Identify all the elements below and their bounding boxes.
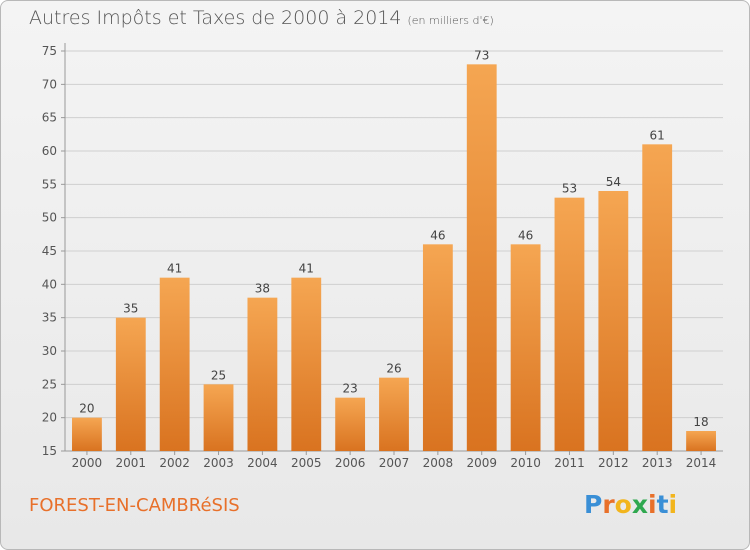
x-tick-label: 2011 (554, 456, 585, 470)
data-label-2012: 54 (606, 175, 621, 189)
x-tick-label: 2009 (466, 456, 497, 470)
y-tick-label: 40 (42, 277, 57, 291)
logo-letter: i (668, 490, 678, 519)
y-tick-label: 75 (42, 44, 57, 58)
logo-letter: t (656, 490, 669, 519)
bar-2001 (115, 317, 146, 451)
y-tick-label: 65 (42, 111, 57, 125)
data-labels: 20 35 41 25 38 41 23 26 46 73 46 53 54 61 18 (79, 48, 708, 429)
data-label-2004: 38 (255, 282, 270, 296)
data-label-2001: 35 (123, 302, 138, 316)
bar-2002 (159, 277, 190, 451)
bars (72, 64, 716, 452)
bar-2014 (686, 431, 716, 451)
x-tick-label: 2005 (291, 456, 322, 470)
bar-2007 (379, 377, 409, 451)
x-tick-label: 2013 (642, 456, 673, 470)
data-label-2010: 46 (518, 228, 533, 242)
bar-2013 (642, 144, 673, 452)
data-label-2003: 25 (211, 368, 226, 382)
data-label-2009: 73 (474, 48, 489, 62)
chart-title-text: Autres Impôts et Taxes de 2000 à 2014 (29, 7, 402, 29)
data-label-2014: 18 (693, 415, 708, 429)
commune-name: FOREST-EN-CAMBRéSIS (29, 495, 240, 516)
y-tick-label: 20 (42, 411, 57, 425)
x-tick-label: 2003 (203, 456, 234, 470)
logo-letter: i (648, 490, 657, 519)
x-tick-label: 2006 (335, 456, 366, 470)
y-tick-label: 30 (42, 344, 57, 358)
x-tick-label: 2007 (379, 456, 410, 470)
data-label-2013: 61 (650, 128, 665, 142)
logo-letter: r (602, 490, 615, 519)
bar-2006 (335, 397, 366, 451)
y-tick-label: 60 (42, 144, 57, 158)
data-label-2011: 53 (562, 182, 577, 196)
x-tick-label: 2000 (72, 456, 103, 470)
data-label-2002: 41 (167, 262, 182, 276)
bar-2011 (554, 197, 585, 451)
bar-2009 (466, 64, 497, 452)
data-label-2007: 26 (386, 362, 401, 376)
data-label-2008: 46 (430, 228, 445, 242)
data-label-2006: 23 (342, 382, 357, 396)
bar-2005 (291, 277, 322, 451)
y-tick-label: 45 (42, 244, 57, 258)
x-tick-label: 2004 (247, 456, 278, 470)
x-tick-label: 2010 (510, 456, 541, 470)
x-tick-label: 2014 (686, 456, 717, 470)
x-tick-label: 2001 (116, 456, 147, 470)
y-tick-label: 70 (42, 77, 57, 91)
bar-2004 (247, 297, 278, 451)
y-tick-label: 15 (42, 444, 57, 458)
x-tick-label: 2002 (159, 456, 190, 470)
axes: 15 20 25 30 35 40 45 50 55 60 65 70 75 2000 2001 2002 20… (42, 43, 723, 470)
y-tick-label: 55 (42, 177, 57, 191)
y-tick-label: 35 (42, 311, 57, 325)
data-label-2005: 41 (299, 262, 314, 276)
bar-2000 (72, 417, 102, 451)
bar-2003 (203, 384, 234, 451)
bar-2008 (422, 244, 453, 451)
logo-letter: o (614, 490, 632, 519)
x-tick-label: 2012 (598, 456, 629, 470)
x-tick-label: 2008 (423, 456, 454, 470)
logo-letter: P (584, 490, 603, 519)
proxiti-logo: Proxiti (584, 490, 677, 519)
chart-subtitle: (en milliers d'€) (407, 14, 494, 27)
logo-letter: x (631, 490, 648, 519)
chart-title: Autres Impôts et Taxes de 2000 à 2014 (en… (29, 7, 494, 29)
y-tick-label: 25 (42, 377, 57, 391)
y-tick-label: 50 (42, 211, 57, 225)
bar-2012 (598, 191, 629, 451)
data-label-2000: 20 (79, 402, 94, 416)
bar-2010 (510, 244, 541, 451)
